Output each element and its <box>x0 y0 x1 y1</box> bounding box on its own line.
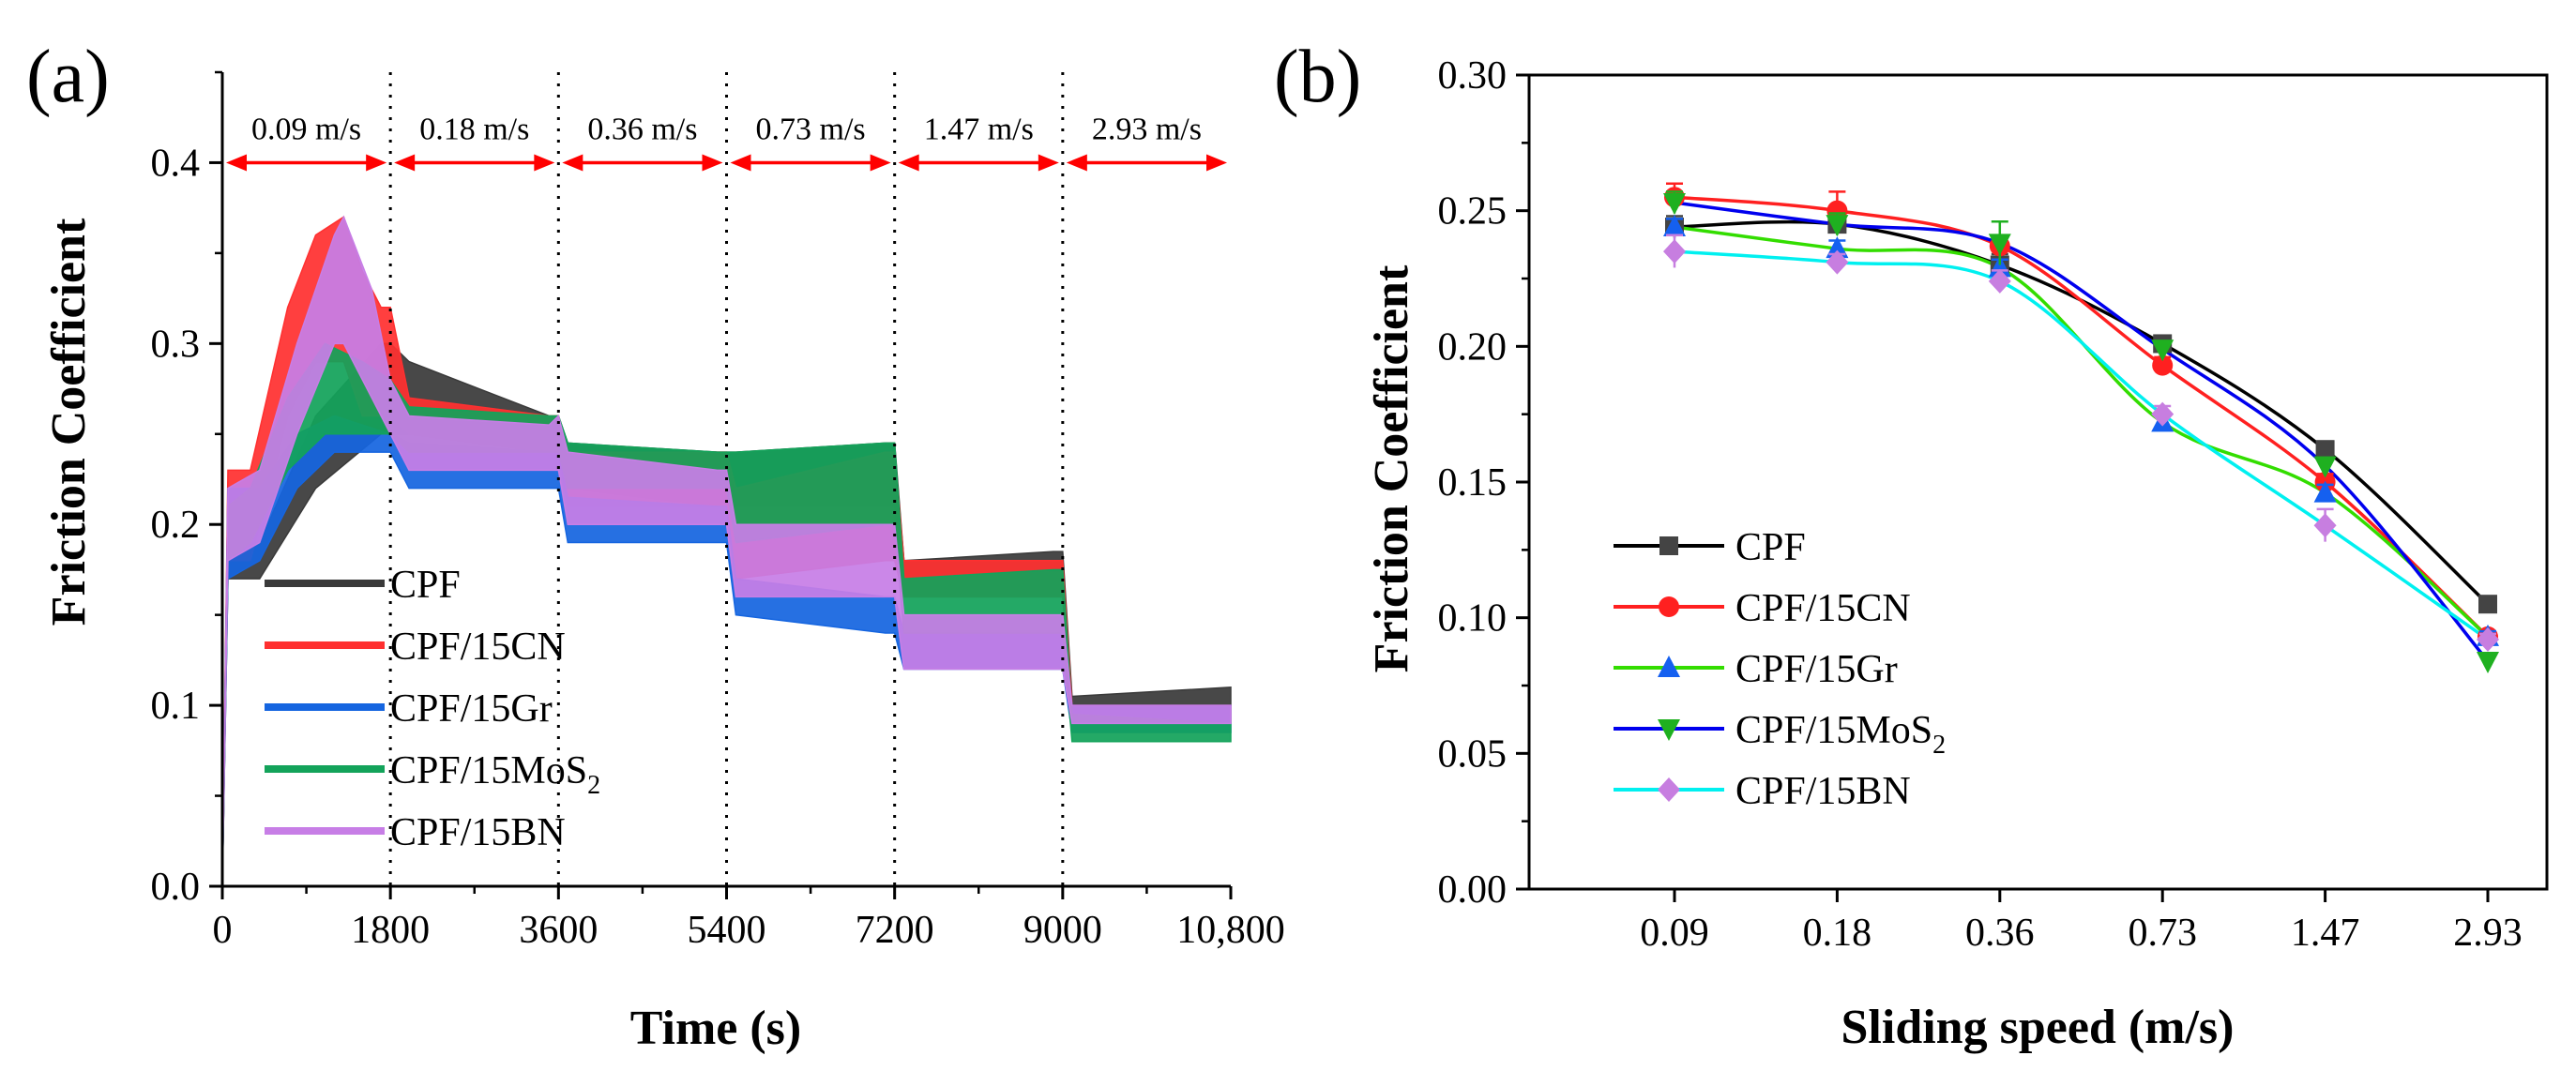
speed-label-0-73-m-s: 0.73 m/s <box>756 112 866 146</box>
speed-arrow-left-head <box>1066 154 1087 172</box>
panel-b-data <box>1663 182 2499 673</box>
panel-a: (a) 0.09 m/s 0.18 m/s 0.36 m/s 0.73 m/s 1.47… <box>26 36 1285 1055</box>
point-cpf-15mos2 <box>1988 234 2011 256</box>
x-tick-label: 0.73 <box>2128 912 2197 955</box>
x-tick-label: 0.18 <box>1803 912 1872 955</box>
speed-label-0-09-m-s: 0.09 m/s <box>251 112 361 146</box>
x-tick-label: 9000 <box>1023 909 1102 952</box>
y-tick-label: 0.00 <box>1438 868 1508 912</box>
panel-b: (b) 0.00 0.05 0.10 0.15 0.20 0.25 0.30 0.09 0.18… <box>1274 36 2549 1054</box>
panel-a-axes: 0.0 0.1 0.2 0.3 0.4 0 1800 3600 5400 7200 9000 10,8… <box>151 70 1285 952</box>
x-tick-label: 5400 <box>688 909 766 952</box>
panel-a-speed-markers: 0.09 m/s 0.18 m/s 0.36 m/s 0.73 m/s 1.47 m/s… <box>226 112 1227 172</box>
panel-b-y-axis-label: Friction Coefficient <box>1365 264 1418 672</box>
point-cpf <box>2478 595 2497 614</box>
speed-label-2-93-m-s: 2.93 m/s <box>1092 112 1202 146</box>
point-cpf-15bn <box>2151 401 2174 427</box>
point-cpf-15gr <box>2313 480 2337 503</box>
y-tick-label: 0.05 <box>1438 732 1508 776</box>
point-cpf-15gr <box>1826 236 1849 259</box>
speed-arrow-right-head <box>1206 154 1227 172</box>
panel-a-x-axis-label: Time (s) <box>630 1002 801 1055</box>
y-tick-label: 0.1 <box>151 685 201 728</box>
series-line-cpf-15mos2 <box>1674 201 2490 663</box>
legend-label-cpf: CPF <box>1735 526 1806 569</box>
x-tick-label: 0 <box>213 909 233 952</box>
point-cpf-15mos2 <box>1826 215 1849 237</box>
point-cpf-15mos2 <box>2477 651 2499 673</box>
point-cpf-15bn <box>1826 249 1849 275</box>
legend-label-cpf-15cn: CPF/15CN <box>390 626 566 669</box>
y-tick-label: 0.20 <box>1438 325 1508 369</box>
speed-label-0-18-m-s: 0.18 m/s <box>419 112 529 146</box>
y-tick-label: 0.25 <box>1438 190 1508 234</box>
point-cpf-15cn <box>2152 354 2174 376</box>
legend-label-cpf-15bn: CPF/15BN <box>390 811 566 854</box>
legend-marker-cpf-15mos2 <box>1658 719 1680 741</box>
panel-a-legend: CPF CPF/15CN CPF/15Gr CPF/15MoS2 CPF/15BN <box>265 564 600 854</box>
speed-arrow-right-head <box>702 154 723 172</box>
speed-arrow-left-head <box>898 154 919 172</box>
legend-label-cpf-15gr: CPF/15Gr <box>1735 648 1898 691</box>
speed-arrow-right-head <box>534 154 555 172</box>
point-cpf <box>2315 440 2335 460</box>
point-cpf-15mos2 <box>1663 192 1686 215</box>
point-cpf-15bn <box>2477 626 2499 652</box>
panel-b-label: (b) <box>1274 36 1361 118</box>
x-tick-label: 0.36 <box>1965 912 2035 955</box>
legend-label-cpf-15mos2: CPF/15MoS2 <box>1735 709 1946 760</box>
panel-a-label: (a) <box>26 36 110 118</box>
point-cpf-15bn <box>2313 513 2337 538</box>
legend-label-cpf-15mos2: CPF/15MoS2 <box>390 749 600 800</box>
series-line-cpf-15cn <box>1674 195 2490 639</box>
y-tick-label: 0.2 <box>151 504 201 547</box>
speed-arrow-left-head <box>394 154 416 172</box>
x-tick-label: 10,800 <box>1176 909 1285 952</box>
point-cpf-15gr <box>1663 215 1686 237</box>
x-tick-label: 7200 <box>856 909 934 952</box>
legend-marker-cpf-15gr <box>1658 656 1680 677</box>
x-tick-label: 2.93 <box>2453 912 2523 955</box>
speed-arrow-left-head <box>226 154 247 172</box>
point-cpf-15mos2 <box>2151 339 2174 362</box>
y-tick-label: 0.3 <box>151 323 201 366</box>
speed-arrow-right-head <box>870 154 891 172</box>
point-cpf-15bn <box>1988 268 2011 294</box>
panel-b-axes: 0.00 0.05 0.10 0.15 0.20 0.25 0.30 0.09 0.18 0.36… <box>1438 54 2549 955</box>
panel-a-data <box>221 215 1232 887</box>
panel-b-legend: CPF CPF/15CN CPF/15Gr CPF/15MoS2 CPF/15BN <box>1614 526 1946 813</box>
panel-b-x-axis-label: Sliding speed (m/s) <box>1841 1001 2235 1054</box>
x-tick-label: 3600 <box>519 909 598 952</box>
speed-arrow-right-head <box>366 154 387 172</box>
y-tick-label: 0.10 <box>1438 597 1508 641</box>
y-tick-label: 0.30 <box>1438 54 1508 98</box>
x-tick-label: 1.47 <box>2291 912 2360 955</box>
speed-arrow-left-head <box>562 154 583 172</box>
speed-arrow-left-head <box>730 154 751 172</box>
legend-marker-cpf-15cn <box>1659 596 1679 617</box>
legend-label-cpf-15gr: CPF/15Gr <box>390 687 553 731</box>
legend-marker-cpf <box>1659 536 1678 555</box>
speed-label-1-47-m-s: 1.47 m/s <box>924 112 1034 146</box>
point-cpf-15bn <box>1663 239 1686 264</box>
legend-label-cpf-15bn: CPF/15BN <box>1735 770 1911 813</box>
y-tick-label: 0.4 <box>151 142 201 185</box>
point-cpf-15mos2 <box>2313 456 2337 478</box>
x-tick-label: 1800 <box>351 909 430 952</box>
panel-a-speed-dividers <box>388 72 1065 886</box>
y-tick-label: 0.0 <box>151 866 201 909</box>
x-tick-label: 0.09 <box>1640 912 1709 955</box>
legend-label-cpf: CPF <box>390 564 461 607</box>
series-line-cpf-15gr <box>1674 225 2490 639</box>
panel-a-y-axis-label: Friction Coefficient <box>42 218 96 626</box>
legend-marker-cpf-15bn <box>1658 777 1680 802</box>
series-line-cpf-15bn <box>1674 249 2490 641</box>
y-tick-label: 0.15 <box>1438 461 1508 505</box>
speed-label-0-36-m-s: 0.36 m/s <box>587 112 697 146</box>
speed-arrow-right-head <box>1038 154 1059 172</box>
point-cpf-15gr <box>1988 255 2011 278</box>
series-band-cpf-15bn <box>221 215 1232 887</box>
legend-label-cpf-15cn: CPF/15CN <box>1735 587 1911 630</box>
